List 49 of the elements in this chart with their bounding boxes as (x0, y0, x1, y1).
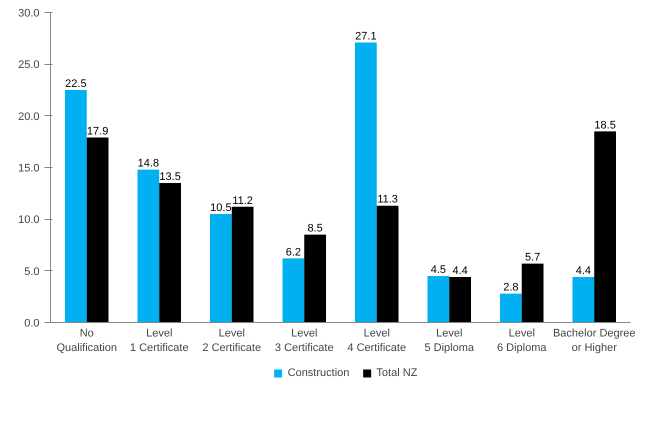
bar (304, 234, 326, 322)
bar (594, 131, 616, 322)
x-tick-label: Level 2 Certificate (202, 328, 262, 354)
bar (138, 170, 160, 322)
data-label: 5.7 (524, 252, 540, 264)
bar (355, 42, 377, 322)
x-tick-label: Level 6 Diploma (496, 328, 548, 354)
bar (86, 138, 108, 322)
y-tick-label: 20.0 (18, 110, 40, 123)
legend-label: Construction (288, 367, 350, 379)
bar (449, 277, 471, 322)
x-tick-label: Level 3 Certificate (274, 328, 334, 354)
y-tick-label: 30.0 (18, 8, 40, 20)
bar (210, 214, 232, 322)
data-label: 18.5 (594, 119, 616, 132)
legend-label: Total NZ (376, 367, 418, 379)
data-label: 14.8 (138, 158, 160, 170)
data-label: 10.5 (210, 202, 232, 214)
bar (522, 264, 544, 322)
x-tick-label: Level 4 Certificate (347, 328, 406, 354)
data-label: 2.8 (503, 282, 519, 294)
bar (159, 183, 181, 322)
data-label: 4.4 (452, 265, 468, 278)
data-label: 4.5 (430, 264, 446, 276)
x-tick-label: Bachelor Degree or Higher (552, 328, 636, 354)
data-label: 4.4 (576, 265, 592, 278)
y-tick-label: 25.0 (18, 59, 40, 72)
data-label: 11.3 (377, 194, 398, 206)
data-label: 8.5 (307, 222, 323, 235)
bar (500, 294, 522, 322)
x-tick-label: No Qualification (56, 328, 118, 354)
bar (376, 206, 398, 322)
data-label: 17.9 (86, 126, 108, 138)
x-tick-label: Level 1 Certificate (130, 328, 189, 354)
y-tick-label: 15.0 (18, 162, 40, 174)
data-label: 22.5 (65, 78, 87, 90)
bar (282, 258, 304, 322)
data-label: 27.1 (355, 30, 377, 42)
bar (572, 277, 594, 322)
x-tick-label: Level 5 Diploma (424, 328, 475, 354)
data-label: 11.2 (232, 194, 253, 207)
data-label: 6.2 (286, 246, 302, 258)
y-tick-label: 5.0 (24, 266, 40, 278)
y-tick-label: 0.0 (24, 318, 40, 330)
y-tick-label: 10.0 (18, 214, 40, 226)
bar (428, 276, 450, 322)
bar (232, 206, 254, 322)
bar (65, 90, 87, 322)
data-label: 13.5 (159, 171, 181, 183)
